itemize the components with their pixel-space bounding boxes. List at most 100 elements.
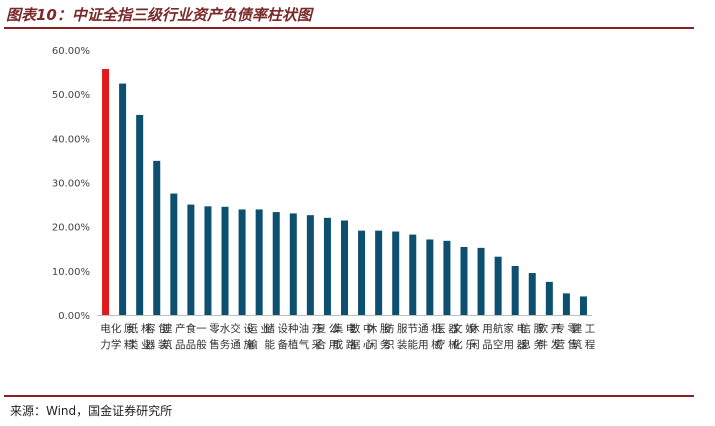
- y-tick-label: 60.00%: [52, 46, 90, 57]
- svg-text:食: 食: [186, 322, 197, 335]
- svg-text:集: 集: [333, 322, 344, 335]
- svg-text:施: 施: [243, 338, 254, 351]
- svg-text:设: 设: [277, 323, 288, 335]
- svg-text:品: 品: [482, 339, 493, 351]
- svg-text:医: 医: [435, 323, 446, 335]
- svg-text:零: 零: [209, 323, 220, 335]
- svg-text:节: 节: [408, 323, 419, 335]
- svg-text:专: 专: [555, 322, 566, 335]
- svg-text:设: 设: [243, 323, 254, 335]
- svg-text:建: 建: [572, 322, 583, 335]
- svg-text:纺: 纺: [384, 322, 395, 335]
- svg-text:一: 一: [196, 323, 207, 335]
- svg-text:用: 用: [418, 339, 429, 351]
- y-tick-label: 40.00%: [52, 134, 90, 145]
- bar: [102, 68, 110, 315]
- bar: [238, 209, 246, 315]
- svg-text:服: 服: [380, 323, 391, 335]
- svg-text:包: 包: [158, 322, 169, 335]
- x-category-label: 电力: [100, 322, 111, 351]
- svg-text:合: 合: [316, 338, 327, 351]
- svg-text:类: 类: [128, 338, 139, 351]
- svg-text:务: 务: [534, 338, 545, 351]
- bar: [494, 256, 502, 315]
- svg-text:器: 器: [145, 339, 156, 351]
- bar: [255, 209, 263, 315]
- bar: [119, 83, 127, 315]
- x-category-label: 食品: [186, 322, 197, 351]
- svg-text:学: 学: [111, 338, 122, 351]
- x-category-label: 水务: [220, 323, 231, 351]
- bottom-rule: [4, 395, 694, 397]
- bar: [511, 265, 519, 315]
- bar: [579, 296, 587, 315]
- bar: [289, 213, 297, 315]
- svg-text:般: 般: [196, 338, 207, 351]
- svg-text:油: 油: [299, 322, 310, 335]
- svg-text:通: 通: [230, 339, 241, 351]
- svg-text:水: 水: [220, 323, 231, 335]
- svg-text:装: 装: [397, 338, 408, 351]
- bar: [221, 206, 229, 315]
- svg-text:心: 心: [363, 339, 374, 351]
- svg-text:电: 电: [346, 322, 357, 335]
- y-tick-label: 10.00%: [52, 267, 90, 278]
- svg-text:息: 息: [521, 338, 532, 351]
- svg-text:种: 种: [288, 322, 299, 335]
- svg-text:交: 交: [230, 322, 241, 335]
- svg-text:成: 成: [333, 339, 344, 351]
- svg-text:业: 业: [260, 323, 271, 335]
- svg-text:品: 品: [175, 339, 186, 351]
- svg-text:品: 品: [186, 339, 197, 351]
- svg-text:织: 织: [384, 339, 395, 351]
- svg-text:休: 休: [469, 323, 480, 335]
- svg-text:化: 化: [452, 338, 463, 351]
- svg-text:公: 公: [329, 323, 340, 335]
- svg-text:务: 务: [220, 338, 231, 351]
- bar: [477, 247, 485, 315]
- y-tick-label: 0.00%: [58, 311, 90, 322]
- svg-text:电: 电: [516, 322, 527, 335]
- bar: [204, 206, 212, 315]
- svg-text:开: 开: [551, 323, 562, 335]
- svg-text:用: 用: [482, 323, 493, 335]
- bar: [187, 204, 195, 315]
- svg-text:备: 备: [277, 338, 288, 351]
- svg-text:筑: 筑: [162, 338, 173, 351]
- x-category-label: 航空: [493, 322, 504, 351]
- svg-text:纸: 纸: [128, 322, 139, 335]
- svg-text:器: 器: [448, 323, 459, 335]
- y-tick-label: 30.00%: [52, 179, 90, 190]
- svg-text:文: 文: [452, 322, 463, 335]
- svg-text:零: 零: [568, 323, 579, 335]
- svg-text:开: 开: [312, 323, 323, 335]
- svg-text:工: 工: [585, 323, 596, 335]
- bar: [426, 239, 434, 315]
- svg-text:休: 休: [367, 323, 378, 335]
- svg-text:用: 用: [329, 339, 340, 351]
- svg-text:电: 电: [100, 322, 111, 335]
- svg-text:闲: 闲: [367, 338, 378, 351]
- bar: [323, 217, 331, 315]
- svg-text:售: 售: [209, 338, 220, 351]
- svg-text:器: 器: [516, 339, 527, 351]
- svg-text:建: 建: [162, 322, 173, 335]
- bar: [170, 193, 178, 315]
- bar: [443, 240, 451, 315]
